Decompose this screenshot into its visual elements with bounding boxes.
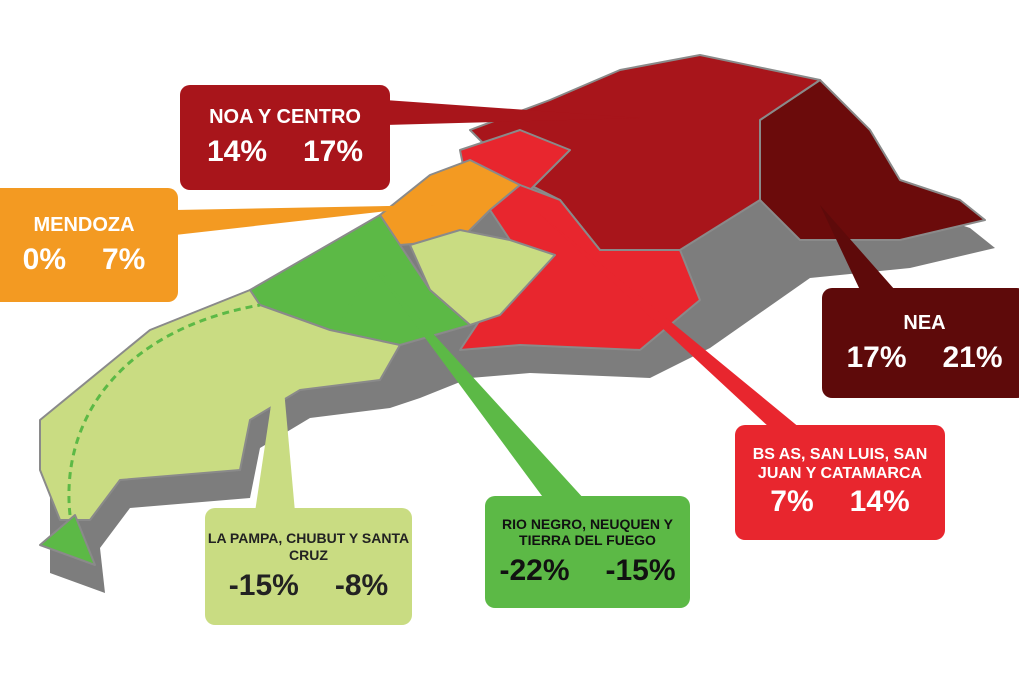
- pointer: [175, 205, 440, 235]
- value: 7%: [770, 484, 814, 518]
- region-name: MENDOZA: [33, 213, 135, 236]
- callout: BS AS, SAN LUIS, SAN JUAN Y CATAMARCA 7%…: [735, 425, 945, 540]
- value: -8%: [334, 568, 389, 602]
- pointer: [535, 210, 800, 428]
- value: 7%: [102, 242, 146, 276]
- value: 14%: [206, 135, 267, 168]
- pointer: [385, 100, 640, 125]
- dashed-link: [67, 303, 261, 516]
- region-name: BS AS, SAN LUIS, SAN JUAN Y CATAMARCA: [752, 446, 928, 482]
- region-tierra-del-fuego: [39, 514, 96, 566]
- value: 21%: [942, 340, 1003, 374]
- pointer: [375, 270, 585, 500]
- region-name: NEA: [903, 311, 946, 334]
- callout: NEA 17% 21%: [822, 288, 1019, 398]
- value: -22%: [499, 554, 570, 588]
- dashed-link: [338, 268, 411, 331]
- value: -15%: [605, 554, 676, 588]
- callout: NOA Y CENTRO 14% 17%: [180, 85, 390, 190]
- region-name: RIO NEGRO, NEUQUEN Y TIERRA DEL FUEGO: [502, 515, 673, 548]
- value: 17%: [303, 135, 364, 168]
- value: -15%: [228, 568, 299, 602]
- region-name: NOA Y CENTRO: [209, 106, 361, 128]
- callout: LA PAMPA, CHUBUT Y SANTA CRUZ -15% -8%: [205, 508, 412, 625]
- value: 17%: [846, 340, 907, 374]
- pointer: [255, 345, 295, 512]
- region-name: LA PAMPA, CHUBUT Y SANTA CRUZ: [207, 530, 410, 563]
- callout: RIO NEGRO, NEUQUEN Y TIERRA DEL FUEGO -2…: [485, 496, 690, 608]
- region-nea: [759, 79, 986, 241]
- callout: MENDOZA 0% 7%: [0, 188, 178, 302]
- pointer: [820, 205, 895, 290]
- value: 14%: [849, 484, 910, 518]
- value: 0%: [22, 242, 66, 276]
